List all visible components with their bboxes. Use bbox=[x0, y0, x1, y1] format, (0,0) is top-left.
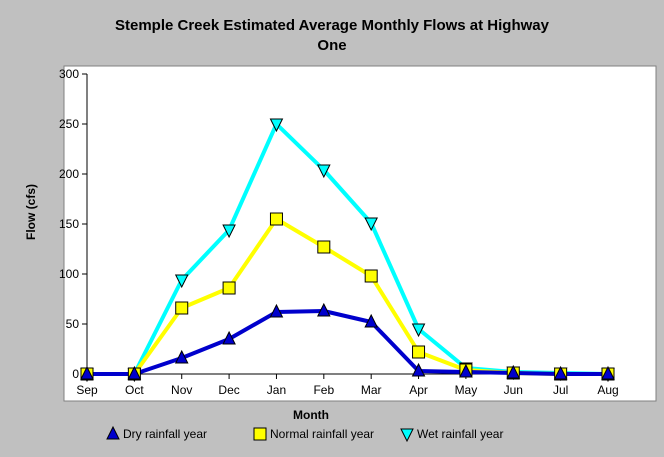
data-point-marker bbox=[317, 164, 331, 179]
data-point-marker bbox=[269, 303, 284, 318]
x-tick-label: Sep bbox=[76, 383, 98, 397]
x-tick-label: Jan bbox=[267, 383, 286, 397]
data-point-marker bbox=[317, 302, 331, 317]
x-axis-label: Month bbox=[293, 408, 329, 422]
x-tick-label: Aug bbox=[597, 383, 618, 397]
x-tick-label: Oct bbox=[125, 383, 144, 397]
plot-background bbox=[63, 65, 657, 402]
legend-label: Dry rainfall year bbox=[123, 427, 207, 441]
data-point-marker bbox=[174, 274, 189, 289]
data-point-marker bbox=[222, 224, 236, 239]
x-tick-label: Nov bbox=[171, 383, 192, 397]
data-point-marker bbox=[222, 330, 236, 345]
legend-marker bbox=[253, 427, 267, 441]
x-tick-label: Apr bbox=[409, 383, 428, 397]
x-tick-label: Dec bbox=[218, 383, 239, 397]
x-tick-label: Jul bbox=[553, 383, 568, 397]
series-line bbox=[87, 309, 608, 376]
data-point-marker bbox=[269, 212, 283, 226]
data-point-marker bbox=[506, 364, 521, 379]
data-point-marker bbox=[601, 365, 615, 380]
data-point-marker bbox=[80, 365, 94, 380]
x-tick-label: Feb bbox=[313, 383, 334, 397]
data-point-marker bbox=[269, 118, 284, 133]
chart-title-line2: One bbox=[317, 37, 346, 54]
data-point-marker bbox=[411, 323, 426, 338]
x-tick-label: Jun bbox=[504, 383, 523, 397]
series-lines bbox=[87, 122, 609, 376]
data-point-marker bbox=[127, 365, 142, 380]
y-tick-label: 150 bbox=[59, 217, 79, 231]
data-point-marker bbox=[317, 240, 331, 254]
legend: Dry rainfall year Normal rainfall year Wet… bbox=[106, 425, 503, 443]
legend-label: Wet rainfall year bbox=[417, 427, 503, 441]
y-tick-label: 200 bbox=[59, 167, 79, 181]
data-point-marker bbox=[553, 365, 568, 380]
data-point-marker bbox=[364, 269, 378, 283]
data-point-marker bbox=[364, 217, 378, 232]
x-tick-label: Mar bbox=[361, 383, 382, 397]
legend-label: Normal rainfall year bbox=[270, 427, 374, 441]
legend-marker bbox=[106, 425, 120, 440]
y-tick-label: 50 bbox=[66, 317, 80, 331]
data-point-marker bbox=[174, 349, 189, 364]
y-axis-label: Flow (cfs) bbox=[24, 184, 38, 240]
y-tick-label: 250 bbox=[59, 117, 79, 131]
data-point-marker bbox=[412, 345, 426, 359]
legend-marker bbox=[400, 428, 414, 443]
y-ticks: 0 50 100 150 200 250 300 bbox=[59, 67, 87, 381]
data-point-marker bbox=[175, 301, 189, 315]
x-ticks: Sep Oct Nov Dec Jan Feb Mar Apr May Jun Jul Aug bbox=[76, 374, 619, 397]
data-point-marker bbox=[411, 362, 426, 377]
data-point-marker bbox=[222, 281, 236, 295]
chart-title-line1: Stemple Creek Estimated Average Monthly … bbox=[115, 17, 550, 34]
series-markers bbox=[80, 118, 615, 383]
data-point-marker bbox=[459, 363, 473, 378]
y-tick-label: 0 bbox=[72, 367, 79, 381]
data-point-marker bbox=[364, 313, 378, 328]
y-tick-label: 100 bbox=[59, 267, 79, 281]
y-tick-label: 300 bbox=[59, 67, 79, 81]
x-tick-label: May bbox=[455, 383, 478, 397]
